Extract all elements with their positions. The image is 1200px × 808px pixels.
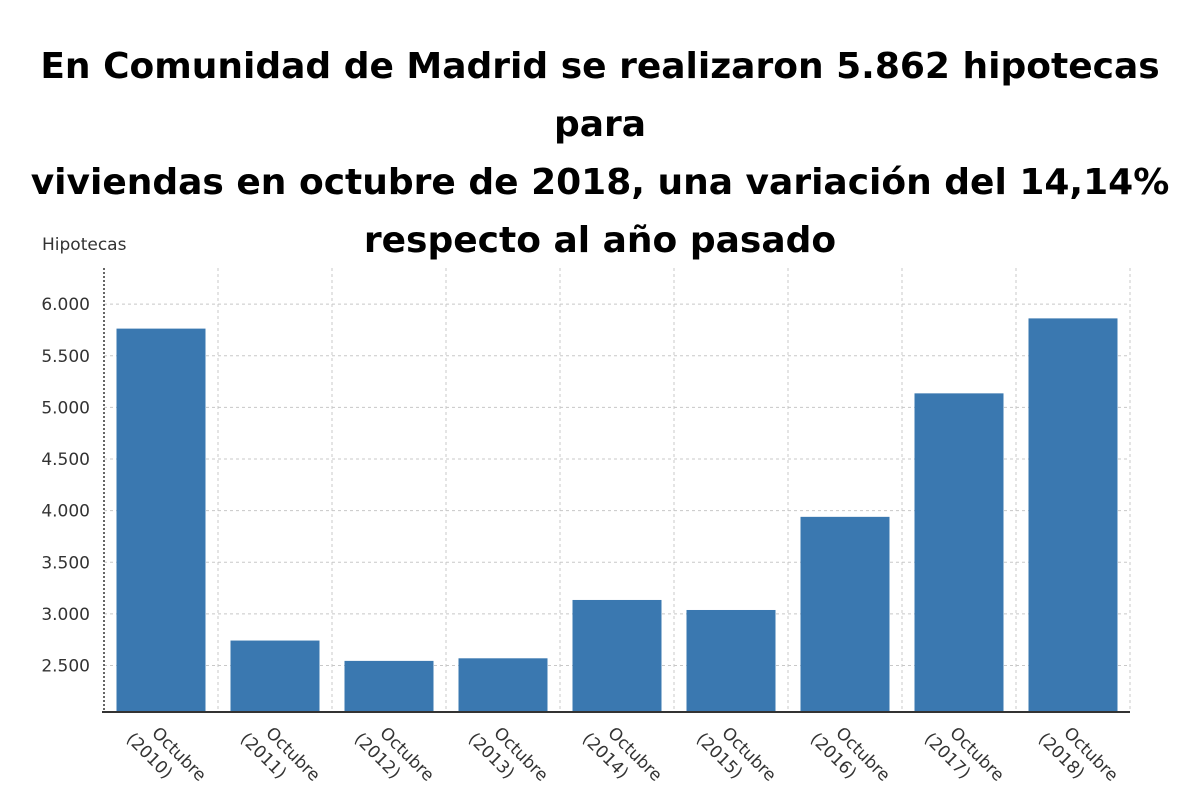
bar: [116, 328, 206, 712]
bar: [572, 599, 662, 712]
x-tick-label: Octubre(2018): [1034, 713, 1122, 801]
bar: [230, 640, 320, 712]
chart-title-line-3: respecto al año pasado: [363, 220, 837, 261]
y-tick-label: 2.500: [41, 657, 90, 677]
chart-title-line-1: En Comunidad de Madrid se realizaron 5.8…: [40, 46, 1160, 145]
y-tick-label: 4.500: [41, 450, 90, 470]
x-tick-label: Octubre(2012): [350, 713, 438, 801]
x-tick-label: Octubre(2011): [236, 713, 324, 801]
x-tick-label: Octubre(2010): [122, 713, 210, 801]
axes: [102, 268, 1130, 713]
x-tick-label: Octubre(2013): [464, 713, 552, 801]
bar: [914, 393, 1004, 712]
chart-title: En Comunidad de Madrid se realizaron 5.8…: [0, 38, 1200, 270]
bar: [344, 660, 434, 712]
bar: [800, 516, 890, 712]
bar: [1028, 318, 1118, 712]
bars: [116, 318, 1118, 712]
y-tick-label: 4.000: [41, 502, 90, 522]
y-axis-title: Hipotecas: [42, 235, 127, 255]
bar: [686, 609, 776, 712]
x-tick-labels: Octubre(2010) Octubre(2011) Octubre(2012) O…: [122, 713, 1122, 801]
y-tick-label: 6.000: [41, 295, 90, 315]
chart-title-line-2: viviendas en octubre de 2018, una variac…: [30, 162, 1170, 203]
y-tick-label: 3.500: [41, 553, 90, 573]
y-tick-label: 5.500: [41, 347, 90, 367]
y-tick-labels: 2.500 3.000 3.500 4.000 4.500 5.000 5.500 6.000: [41, 295, 90, 676]
y-tick-label: 5.000: [41, 398, 90, 418]
x-tick-label: Octubre(2015): [692, 713, 780, 801]
x-tick-label: Octubre(2017): [920, 713, 1008, 801]
x-tick-label: Octubre(2014): [578, 713, 666, 801]
x-tick-label: Octubre(2016): [806, 713, 894, 801]
y-tick-label: 3.000: [41, 605, 90, 625]
bar: [458, 658, 548, 712]
